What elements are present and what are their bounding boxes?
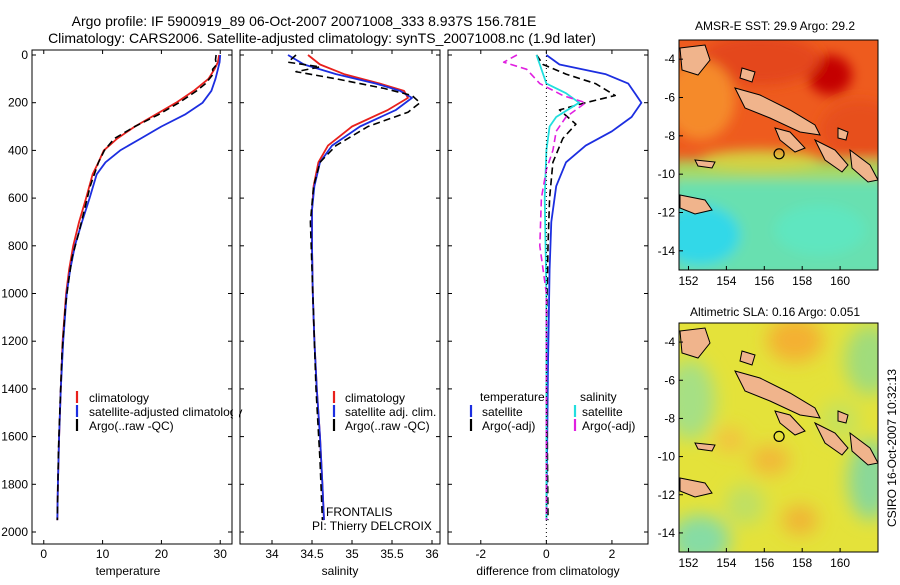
map-y-tick-label: -8 [664,411,675,425]
figure-title-line1: Argo profile: IF 5900919_89 06-Oct-2007 … [72,13,537,29]
sla-map-title: Altimetric SLA: 0.16 Argo: 0.051 [690,305,860,319]
difference-legend: temperature salinity satellite Argo(-adj… [469,390,635,433]
map-x-tick-label: 160 [830,556,850,570]
x-tick-label: 36 [425,547,439,561]
legend-label-argo: Argo(..raw -QC) [89,419,174,433]
temperature-plot-frame [31,49,233,545]
map-y-tick-label: -12 [658,206,676,220]
legend-clip-mask [233,400,239,420]
sst-float-marker [773,148,785,160]
y-tick-label: 0 [21,48,28,62]
map-y-tick-label: -4 [664,52,675,66]
series-line-temperature-argo-adj- [535,54,617,521]
x-tick-label: 35.5 [380,547,404,561]
map-x-tick-label: 158 [792,556,812,570]
temperature-series [56,54,222,521]
y-tick-label: 400 [8,143,28,157]
salinity-axis-ticks: 34 34.5 35 35.5 36 [240,50,440,561]
x-tick-label: 0 [40,547,47,561]
map-x-tick-label: 154 [716,556,736,570]
map-x-tick-label: 154 [716,274,736,288]
map-x-tick-label: 156 [754,274,774,288]
salinity-legend: climatology satellite adj. clim. Argo(..… [332,391,436,433]
map-y-tick-label: -8 [664,129,675,143]
difference-series [502,54,643,521]
legend-label-argo: Argo(..raw -QC) [345,419,430,433]
pi-label: PI: Thierry DELCROIX [312,519,432,533]
x-tick-label: 10 [96,547,110,561]
sla-map-frame [678,322,879,553]
x-tick-label: -2 [475,547,486,561]
map-y-tick-label: -4 [664,335,675,349]
x-tick-label: 34.5 [300,547,324,561]
y-tick-label: 1600 [1,430,28,444]
map-x-tick-label: 156 [754,556,774,570]
sst-map-frame [678,39,879,271]
series-line-argo-raw-qc- [287,54,421,521]
y-tick-label: 2000 [1,525,28,539]
map-y-tick-label: -14 [658,526,676,540]
y-tick-label: 1800 [1,477,28,491]
x-tick-label: 30 [214,547,228,561]
map-x-tick-label: 152 [678,556,698,570]
sst-map-title: AMSR-E SST: 29.9 Argo: 29.2 [695,19,855,33]
sla-float-marker [773,430,785,442]
sla-coastlines [679,327,878,498]
salinity-series [287,54,421,521]
temperature-axis-ticks: 0 10 20 30 0 200 400 600 800 1000 1200 1400 1600 1800… [1,48,232,561]
map-x-tick-label: 160 [830,274,850,288]
y-tick-label: 600 [8,191,28,205]
map-y-tick-label: -10 [658,167,676,181]
difference-axis-ticks: -2 0 2 [448,50,648,561]
x-tick-label: 35 [345,547,359,561]
series-line-salinity-argo-adj- [502,54,587,521]
map-y-tick-label: -12 [658,488,676,502]
x-tick-label: 34 [265,547,279,561]
x-tick-label: 2 [609,547,616,561]
legend-label-satellite-adjusted: satellite-adjusted climatology [89,405,242,419]
legend-label-temp-argo: Argo(-adj) [482,419,535,433]
x-tick-label: 20 [155,547,169,561]
legend-label-climatology: climatology [345,391,405,405]
map-y-tick-label: -14 [658,244,676,258]
legend-label-sal-satellite: satellite [582,405,623,419]
temperature-xlabel: temperature [96,564,161,578]
csiro-credit: CSIRO 16-Oct-2007 10:32:13 [885,369,899,527]
frontalis-label: FRONTALIS [326,505,392,519]
legend-label-satellite: satellite adj. clim. [345,405,436,419]
difference-xlabel: difference from climatology [476,564,619,578]
sst-coastlines [679,44,878,215]
series-line-temperature-satellite [545,54,643,521]
figure-title-line2: Climatology: CARS2006. Satellite-adjuste… [48,30,596,46]
sst-map-ticks: 152 154 156 158 160 -4 -6 -8 -10 -12 -14 [658,52,851,288]
y-tick-label: 1400 [1,382,28,396]
legend-title-salinity: salinity [580,390,617,404]
map-y-tick-label: -10 [658,450,676,464]
map-y-tick-label: -6 [664,373,675,387]
sla-map-ticks: 152 154 156 158 160 -4 -6 -8 -10 -12 -14 [658,335,851,570]
pi-clip-mask [441,519,447,533]
y-tick-label: 200 [8,96,28,110]
legend-label-climatology: climatology [89,391,149,405]
map-y-tick-label: -6 [664,91,675,105]
sst-map-field [679,40,878,270]
y-tick-label: 800 [8,239,28,253]
y-tick-label: 1000 [1,287,28,301]
y-tick-label: 1200 [1,334,28,348]
sla-map-field [679,323,878,552]
salinity-xlabel: salinity [322,564,359,578]
legend-label-temp-satellite: satellite [482,405,523,419]
salinity-plot-frame [239,49,441,545]
map-x-tick-label: 158 [792,274,812,288]
legend-title-temperature: temperature [480,390,545,404]
legend-label-sal-argo: Argo(-adj) [582,419,635,433]
temperature-legend: climatology satellite-adjusted climatolo… [75,391,242,433]
x-tick-label: 0 [543,547,550,561]
map-x-tick-label: 152 [678,274,698,288]
